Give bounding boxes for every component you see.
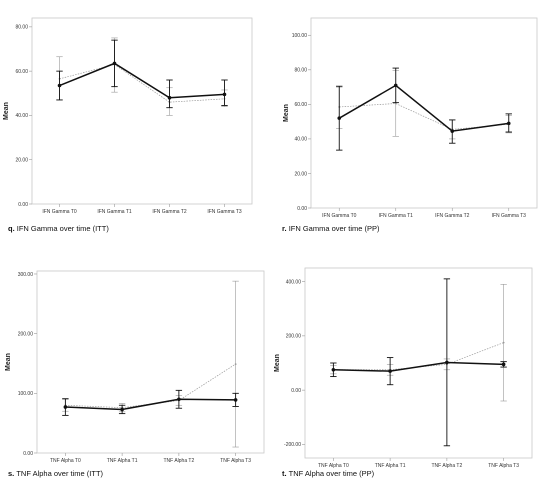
chart-caption: r. IFN Gamma over time (PP)	[282, 224, 380, 233]
chart-caption: t. TNF Alpha over time (PP)	[282, 469, 375, 478]
caption-letter: t.	[282, 469, 289, 478]
plot-area-frame	[36, 270, 265, 454]
y-axis-label: Mean	[5, 353, 12, 371]
y-tick-label: 0.00	[297, 206, 307, 212]
data-point	[388, 369, 392, 373]
y-tick-label: 20.00	[15, 158, 28, 164]
data-point	[233, 398, 238, 402]
chart-panel-1: 0.00 20.00 40.00 60.00 80.00 Mean IFN Gamma T0…	[3, 17, 253, 233]
series-line	[338, 84, 509, 132]
x-tick-label: IFN Gamma T1	[97, 209, 132, 215]
y-tick-label: 60.00	[294, 102, 307, 108]
y-tick-label: 200.00	[286, 334, 302, 340]
series-2	[62, 280, 239, 448]
data-point	[450, 129, 455, 133]
data-point	[167, 95, 172, 100]
x-tick-label: IFN Gamma T1	[379, 213, 414, 219]
series-line	[65, 398, 236, 411]
x-tick-label: TNF Alpha T3	[220, 458, 251, 464]
x-tick-label: TNF Alpha T2	[431, 463, 462, 469]
plot-area-frame	[31, 17, 253, 205]
y-tick-label: 100.00	[292, 33, 308, 39]
data-point	[120, 407, 124, 412]
series-1	[336, 67, 512, 151]
x-tick-label: IFN Gamma T3	[207, 209, 242, 215]
data-point	[337, 116, 342, 120]
y-tick-label: 80.00	[294, 68, 307, 74]
series-1	[62, 389, 239, 416]
chart-panel-2: 0.00 20.00 40.00 60.00 80.00 100.00 Mean IFN Ga…	[282, 17, 538, 233]
caption-letter: r.	[282, 224, 289, 233]
caption-letter: s.	[8, 469, 16, 478]
y-tick-label: 200.00	[18, 331, 34, 337]
data-point	[177, 397, 181, 402]
y-tick-label: 20.00	[294, 171, 307, 177]
data-point	[506, 121, 511, 126]
plot-area-frame	[310, 17, 538, 209]
x-tick-label: IFN Gamma T3	[492, 213, 527, 219]
chart-caption: s. TNF Alpha over time (ITT)	[8, 469, 104, 478]
x-tick-label: IFN Gamma T2	[152, 209, 187, 215]
x-tick-label: TNF Alpha T1	[375, 463, 406, 469]
data-point	[234, 363, 237, 365]
y-tick-label: 400.00	[286, 279, 302, 285]
chart-panel-3: 0.00 100.00 200.00 300.00 Mean TNF Alpha T0 TN…	[5, 270, 265, 478]
y-axis-label: Mean	[283, 104, 290, 122]
x-tick-label: TNF Alpha T1	[107, 458, 138, 464]
data-point	[63, 405, 68, 409]
x-tick-label: TNF Alpha T3	[488, 463, 519, 469]
data-point	[501, 362, 506, 367]
x-tick-label: IFN Gamma T0	[42, 209, 77, 215]
series-line	[59, 64, 225, 103]
data-point	[445, 360, 449, 365]
series-line	[333, 342, 504, 371]
y-tick-label: 0.00	[18, 202, 28, 208]
x-tick-label: TNF Alpha T0	[50, 458, 81, 464]
x-tick-label: TNF Alpha T2	[163, 458, 194, 464]
data-point	[57, 83, 62, 88]
data-point	[222, 92, 227, 97]
y-tick-label: 300.00	[18, 272, 34, 278]
plot-area-frame	[304, 267, 533, 459]
y-tick-label: 0.00	[291, 388, 301, 394]
caption-text: IFN Gamma over time (ITT)	[17, 224, 110, 233]
y-axis-label: Mean	[3, 102, 10, 120]
x-tick-label: TNF Alpha T0	[318, 463, 349, 469]
caption-letter: q.	[8, 224, 17, 233]
y-tick-label: 40.00	[294, 137, 307, 143]
y-tick-label: 80.00	[15, 25, 28, 31]
series-line	[65, 363, 236, 409]
series-1	[330, 278, 507, 447]
y-tick-label: 60.00	[15, 69, 28, 75]
caption-text: TNF Alpha over time (PP)	[289, 469, 375, 478]
y-axis-label: Mean	[274, 354, 281, 372]
series-line	[333, 361, 504, 372]
data-point	[393, 83, 398, 88]
x-tick-label: IFN Gamma T2	[435, 213, 470, 219]
data-point	[331, 367, 336, 372]
data-point	[112, 61, 117, 66]
chart-caption: q. IFN Gamma over time (ITT)	[8, 224, 109, 233]
y-tick-label: 40.00	[15, 113, 28, 119]
series-line	[59, 62, 225, 99]
y-tick-label: 100.00	[18, 391, 34, 397]
series-2	[330, 283, 507, 402]
series-1	[56, 39, 228, 109]
x-tick-label: IFN Gamma T0	[322, 213, 357, 219]
y-tick-label: -200.00	[284, 442, 301, 448]
y-tick-label: 0.00	[23, 451, 33, 457]
caption-text: IFN Gamma over time (PP)	[289, 224, 380, 233]
caption-text: TNF Alpha over time (ITT)	[16, 469, 103, 478]
data-point	[502, 341, 505, 344]
